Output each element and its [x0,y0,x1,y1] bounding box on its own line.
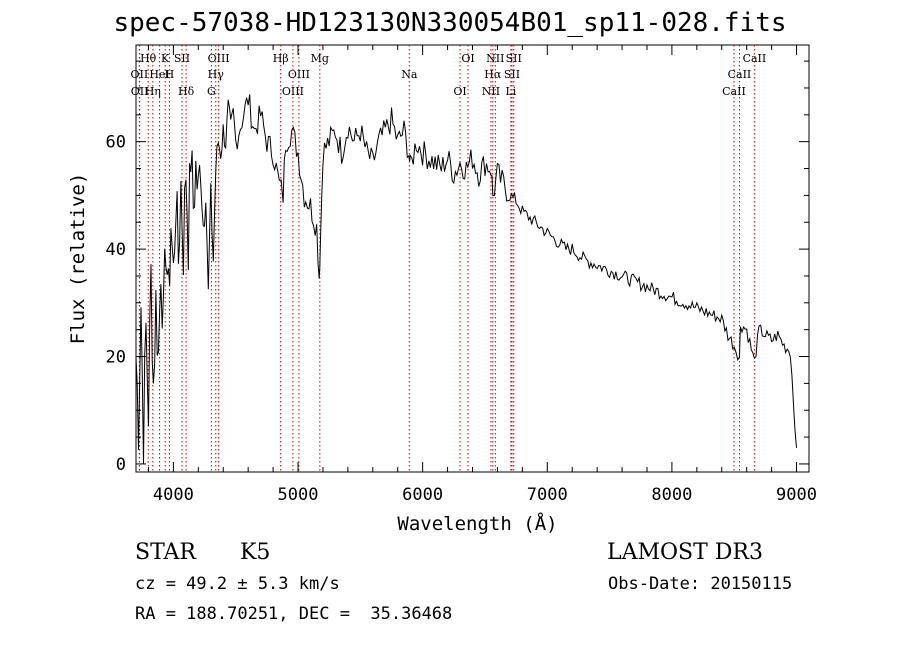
object-subclass: K5 [240,540,271,565]
x-tick-label: 6000 [402,485,443,505]
line-label: CaII [728,68,752,81]
line-label: K [161,52,170,65]
x-tick-label: 4000 [153,485,194,505]
object-class: STAR [135,540,196,565]
line-label: OIII [282,85,304,98]
line-label: SII [506,52,522,65]
line-label: NII [486,52,504,65]
coordinates-text: RA = 188.70251, DEC = 35.36468 [135,604,453,624]
y-tick-label: 60 [106,133,126,153]
line-label: CaII [722,85,746,98]
survey-name: LAMOST DR3 [607,540,763,565]
x-tick-label: 7000 [527,485,568,505]
obs-date-text: Obs-Date: 20150115 [608,574,793,594]
redshift-text: cz = 49.2 ± 5.3 km/s [135,574,340,594]
line-label: NII [482,85,500,98]
line-label: H [165,68,175,81]
line-label: Hγ [208,68,225,81]
line-label: OII [131,85,149,98]
line-label: Mg [311,52,329,65]
y-tick-label: 20 [106,348,126,368]
line-label: CaII [743,52,767,65]
chart-title: spec-57038-HD123130N330054B01_sp11-028.f… [113,8,787,38]
y-tick-label: 0 [116,455,126,475]
line-label: Hβ [273,52,289,65]
line-label: Hδ [178,85,195,98]
line-label: Hθ [140,52,157,65]
line-label: G [207,85,216,98]
line-label: SII [504,68,520,81]
y-axis-label: Flux (relative) [67,173,89,345]
line-label: Hα [484,68,502,81]
x-tick-label: 8000 [651,485,692,505]
line-label: HeI [149,68,169,81]
line-label: OI [453,85,466,98]
line-label: OIII [288,68,310,81]
x-axis-label: Wavelength (Å) [397,512,557,535]
x-tick-label: 5000 [278,485,319,505]
y-tick-label: 40 [106,240,126,260]
plot-frame [135,44,810,473]
line-label: OIII [208,52,230,65]
line-label: Na [401,68,418,81]
spectrum-line [135,94,797,464]
line-label: SII [174,52,190,65]
line-label: Hη [145,85,161,98]
x-tick-label: 9000 [776,485,817,505]
line-label: OI [461,52,474,65]
line-label: Li [505,85,516,98]
